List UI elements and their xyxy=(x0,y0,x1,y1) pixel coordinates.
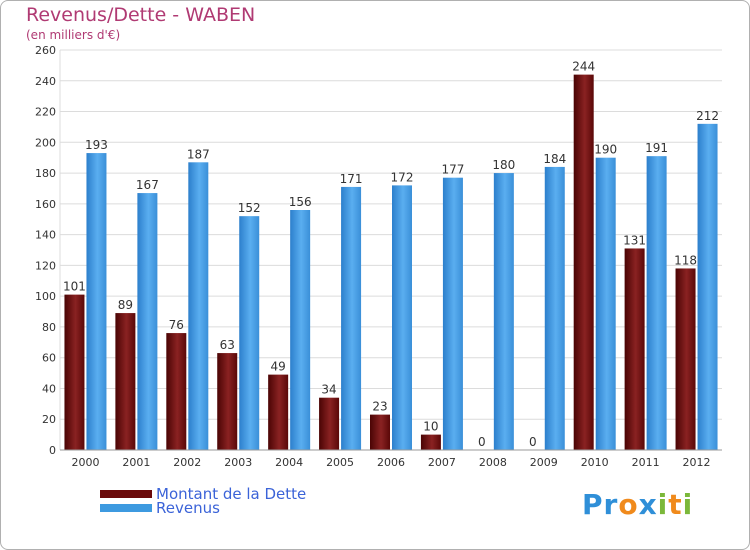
data-label-debt: 49 xyxy=(271,360,286,374)
logo-letter: i xyxy=(657,488,669,521)
x-tick-label: 2011 xyxy=(632,456,660,469)
x-tick-label: 2007 xyxy=(428,456,456,469)
logo-letter: i xyxy=(682,488,694,521)
data-label-revenus: 172 xyxy=(391,170,414,184)
bar-revenus xyxy=(493,173,514,451)
data-label-revenus: 156 xyxy=(289,195,312,209)
y-tick-label: 80 xyxy=(42,321,56,334)
bar-revenus xyxy=(392,185,412,450)
y-tick-label: 140 xyxy=(35,229,56,242)
logo-letter: r xyxy=(603,488,619,521)
x-tick-label: 2004 xyxy=(275,456,303,469)
data-label-revenus: 212 xyxy=(696,109,719,123)
x-axis: 2000 2001 2002 2003 2004 2005 2006 2007 2008 2009… xyxy=(60,449,722,469)
bar-revenus xyxy=(239,216,260,450)
y-tick-label: 0 xyxy=(49,444,56,457)
bar-debt xyxy=(573,74,594,450)
x-tick-label: 2000 xyxy=(71,456,99,469)
data-label-revenus: 177 xyxy=(441,163,464,177)
bar-debt xyxy=(624,248,645,450)
data-label-debt: 63 xyxy=(220,338,235,352)
bar-debt xyxy=(675,268,696,450)
x-tick-label: 2008 xyxy=(479,456,507,469)
legend-swatch-revenus xyxy=(100,503,152,512)
legend-label-revenus: Revenus xyxy=(156,499,220,517)
grid-lines xyxy=(60,49,722,451)
bar-revenus xyxy=(290,210,311,450)
bar-debt xyxy=(370,414,390,450)
data-label-revenus: 180 xyxy=(492,158,515,172)
data-label-revenus: 152 xyxy=(238,201,261,215)
bar-revenus xyxy=(697,123,718,450)
data-label-debt: 23 xyxy=(372,400,387,414)
bar-debt xyxy=(64,294,85,450)
data-label-revenus: 187 xyxy=(187,147,210,161)
logo-letter: P xyxy=(582,488,604,521)
x-tick-label: 2003 xyxy=(224,456,252,469)
x-tick-label: 2002 xyxy=(173,456,201,469)
y-tick-label: 120 xyxy=(35,259,56,272)
data-label-revenus: 191 xyxy=(645,141,668,155)
data-label-revenus: 184 xyxy=(543,152,566,166)
bar-revenus xyxy=(595,157,616,450)
y-tick-label: 40 xyxy=(42,382,56,395)
y-tick-label: 240 xyxy=(35,75,56,88)
y-tick-label: 200 xyxy=(35,136,56,149)
legend-item-debt: Montant de la Dette xyxy=(100,486,306,502)
x-tick-label: 2009 xyxy=(530,456,558,469)
y-tick-label: 100 xyxy=(35,290,56,303)
data-label-debt: 34 xyxy=(321,383,336,397)
bar-debt xyxy=(319,397,340,450)
data-label-debt: 0 xyxy=(529,435,537,449)
data-label-debt: 131 xyxy=(623,233,646,247)
logo-letter: x xyxy=(638,488,658,521)
x-tick-label: 2012 xyxy=(683,456,711,469)
chart-title: Revenus/Dette - WABEN xyxy=(26,4,256,26)
data-label-debt: 10 xyxy=(423,420,438,434)
logo-letter: o xyxy=(618,488,639,521)
chart-subtitle: (en milliers d'€) xyxy=(26,28,121,42)
y-tick-label: 20 xyxy=(42,413,56,426)
x-tick-label: 2005 xyxy=(326,456,354,469)
bars xyxy=(64,74,718,451)
y-axis: 0 20 40 60 80 100 120 140 160 180 200 220 240 260 xyxy=(35,44,61,457)
bar-revenus xyxy=(188,162,209,451)
legend-item-revenus: Revenus xyxy=(100,500,220,516)
y-tick-label: 60 xyxy=(42,352,56,365)
data-label-debt: 244 xyxy=(572,60,595,74)
bar-revenus xyxy=(137,193,158,451)
bar-debt xyxy=(420,434,441,450)
data-label-debt: 89 xyxy=(118,298,133,312)
y-tick-label: 180 xyxy=(35,167,56,180)
bar-revenus xyxy=(341,186,362,450)
x-tick-label: 2006 xyxy=(377,456,405,469)
legend-swatch-debt xyxy=(100,489,152,498)
data-label-debt: 0 xyxy=(478,435,486,449)
bar-revenus xyxy=(442,177,463,450)
bar-debt xyxy=(217,353,238,450)
logo-letter: t xyxy=(668,488,683,521)
data-labels: 101 193 89 167 76 187 63 152 49 156 34 171 23 172 10 17… xyxy=(63,60,719,449)
data-label-revenus: 190 xyxy=(594,143,617,157)
bar-debt xyxy=(268,374,289,450)
data-label-debt: 118 xyxy=(674,253,697,267)
bar-revenus xyxy=(646,156,667,450)
y-tick-label: 160 xyxy=(35,198,56,211)
data-label-revenus: 171 xyxy=(340,172,363,186)
bar-revenus xyxy=(86,153,107,451)
legend-label-debt: Montant de la Dette xyxy=(156,485,307,503)
bar-revenus xyxy=(544,166,565,450)
x-tick-label: 2001 xyxy=(122,456,150,469)
proxiti-logo: Proxiti xyxy=(582,488,693,521)
y-tick-label: 220 xyxy=(35,106,56,119)
data-label-revenus: 193 xyxy=(85,138,108,152)
data-label-debt: 76 xyxy=(169,318,184,332)
bar-debt xyxy=(115,313,136,450)
bar-debt xyxy=(166,333,187,450)
y-tick-label: 260 xyxy=(35,44,56,57)
data-label-debt: 101 xyxy=(63,280,86,294)
data-label-revenus: 167 xyxy=(136,178,159,192)
x-tick-label: 2010 xyxy=(581,456,609,469)
